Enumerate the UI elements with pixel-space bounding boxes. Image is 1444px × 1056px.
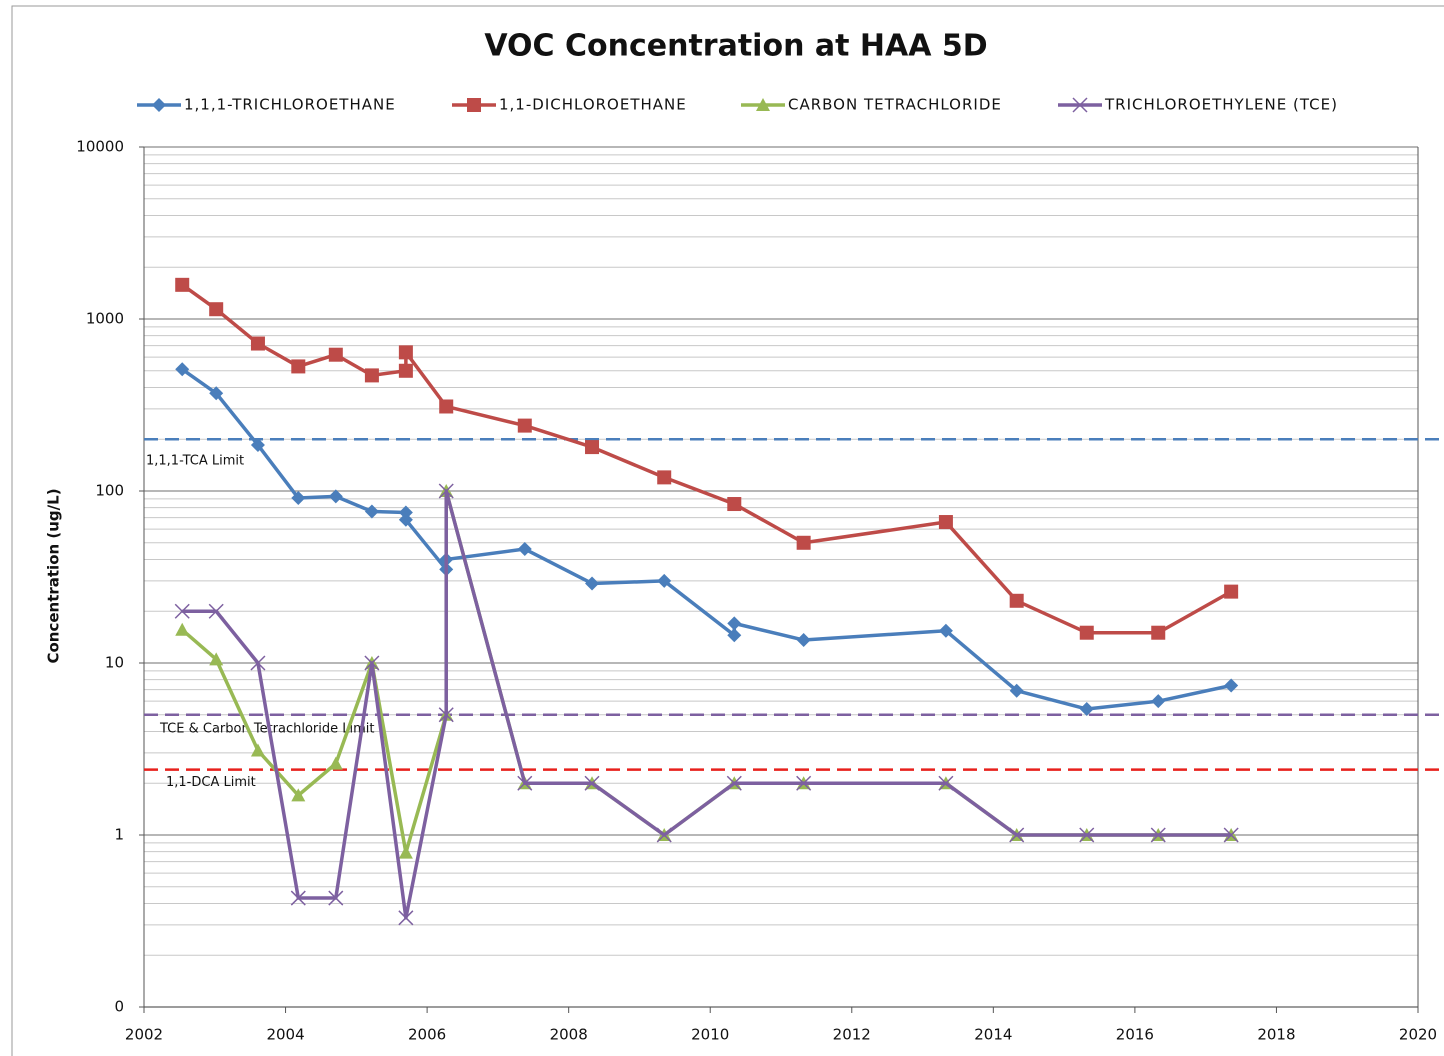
x-tick-label: 2002 [125,1026,163,1044]
legend-marker [1072,97,1088,113]
marker [1009,683,1024,698]
marker [1009,593,1024,608]
marker [398,505,413,520]
marker [328,489,343,504]
marker [1079,827,1095,843]
marker [727,628,742,643]
marker [364,655,380,671]
marker [1224,584,1239,599]
marker [208,603,224,619]
marker [438,707,454,723]
marker [209,302,224,317]
y-tick-label: 1000 [86,310,124,328]
marker [657,470,672,485]
legend-label: CARBON TETRACHLORIDE [788,96,1002,114]
legend-marker [467,98,481,112]
marker [291,491,306,506]
limit-label: 1,1-DCA Limit [166,775,256,790]
legend-label: 1,1-DICHLOROETHANE [499,96,687,114]
marker [328,347,343,362]
marker [209,386,224,401]
marker [727,616,742,631]
limit-label: TCE & Carbon Tetrachloride Limit [159,721,375,736]
marker [438,483,454,499]
marker [398,845,413,859]
y-axis-label: Concentration (ug/L) [45,488,63,663]
marker [175,622,190,636]
marker [1223,827,1239,843]
marker [439,399,454,414]
marker [657,573,672,588]
marker [517,418,532,433]
chart-border [11,5,1444,1056]
marker [290,890,306,906]
marker [209,652,224,666]
marker [250,438,265,453]
marker [656,827,672,843]
x-tick-label: 2012 [833,1026,871,1044]
marker [796,633,811,648]
marker [1079,625,1094,640]
marker [796,775,812,791]
marker [175,362,190,377]
x-tick-label: 2018 [1257,1026,1295,1044]
marker [1224,678,1239,693]
marker [585,440,600,455]
y-tick-label: 100 [95,482,124,500]
marker [175,277,190,292]
marker [291,359,306,374]
marker [938,623,953,638]
marker [1151,625,1166,640]
marker [938,775,954,791]
y-tick-label: 10 [105,654,124,672]
marker [726,775,742,791]
legend-marker [756,98,770,111]
marker [517,542,532,557]
marker [585,576,600,591]
y-tick-label: 0 [114,998,124,1016]
marker [517,775,533,791]
marker [174,603,190,619]
x-tick-label: 2008 [550,1026,588,1044]
x-tick-label: 2006 [408,1026,446,1044]
marker [364,504,379,519]
legend-label: TRICHLOROETHYLENE (TCE) [1104,96,1338,114]
y-tick-label: 1 [114,826,124,844]
marker [796,535,811,550]
marker [250,336,265,351]
marker [398,363,413,378]
x-tick-label: 2014 [974,1026,1012,1044]
marker [1009,827,1025,843]
marker [938,515,953,530]
marker [398,345,413,360]
marker [250,655,266,671]
x-tick-label: 2010 [691,1026,729,1044]
chart-title: VOC Concentration at HAA 5D [484,29,987,64]
marker [1079,702,1094,717]
marker [727,497,742,512]
marker [328,756,343,770]
x-tick-label: 2016 [1116,1026,1154,1044]
marker [398,910,414,926]
x-tick-label: 2004 [266,1026,304,1044]
marker [364,368,379,383]
marker [1151,694,1166,709]
legend-marker [152,98,166,112]
marker [291,788,306,802]
legend-label: 1,1,1-TRICHLOROETHANE [184,96,396,114]
marker [398,512,413,527]
y-tick-label: 10000 [76,138,124,156]
marker [250,743,265,757]
limit-label: 1,1,1-TCA Limit [146,454,244,469]
marker [1150,827,1166,843]
x-tick-label: 2020 [1399,1026,1437,1044]
marker [584,775,600,791]
marker [328,890,344,906]
